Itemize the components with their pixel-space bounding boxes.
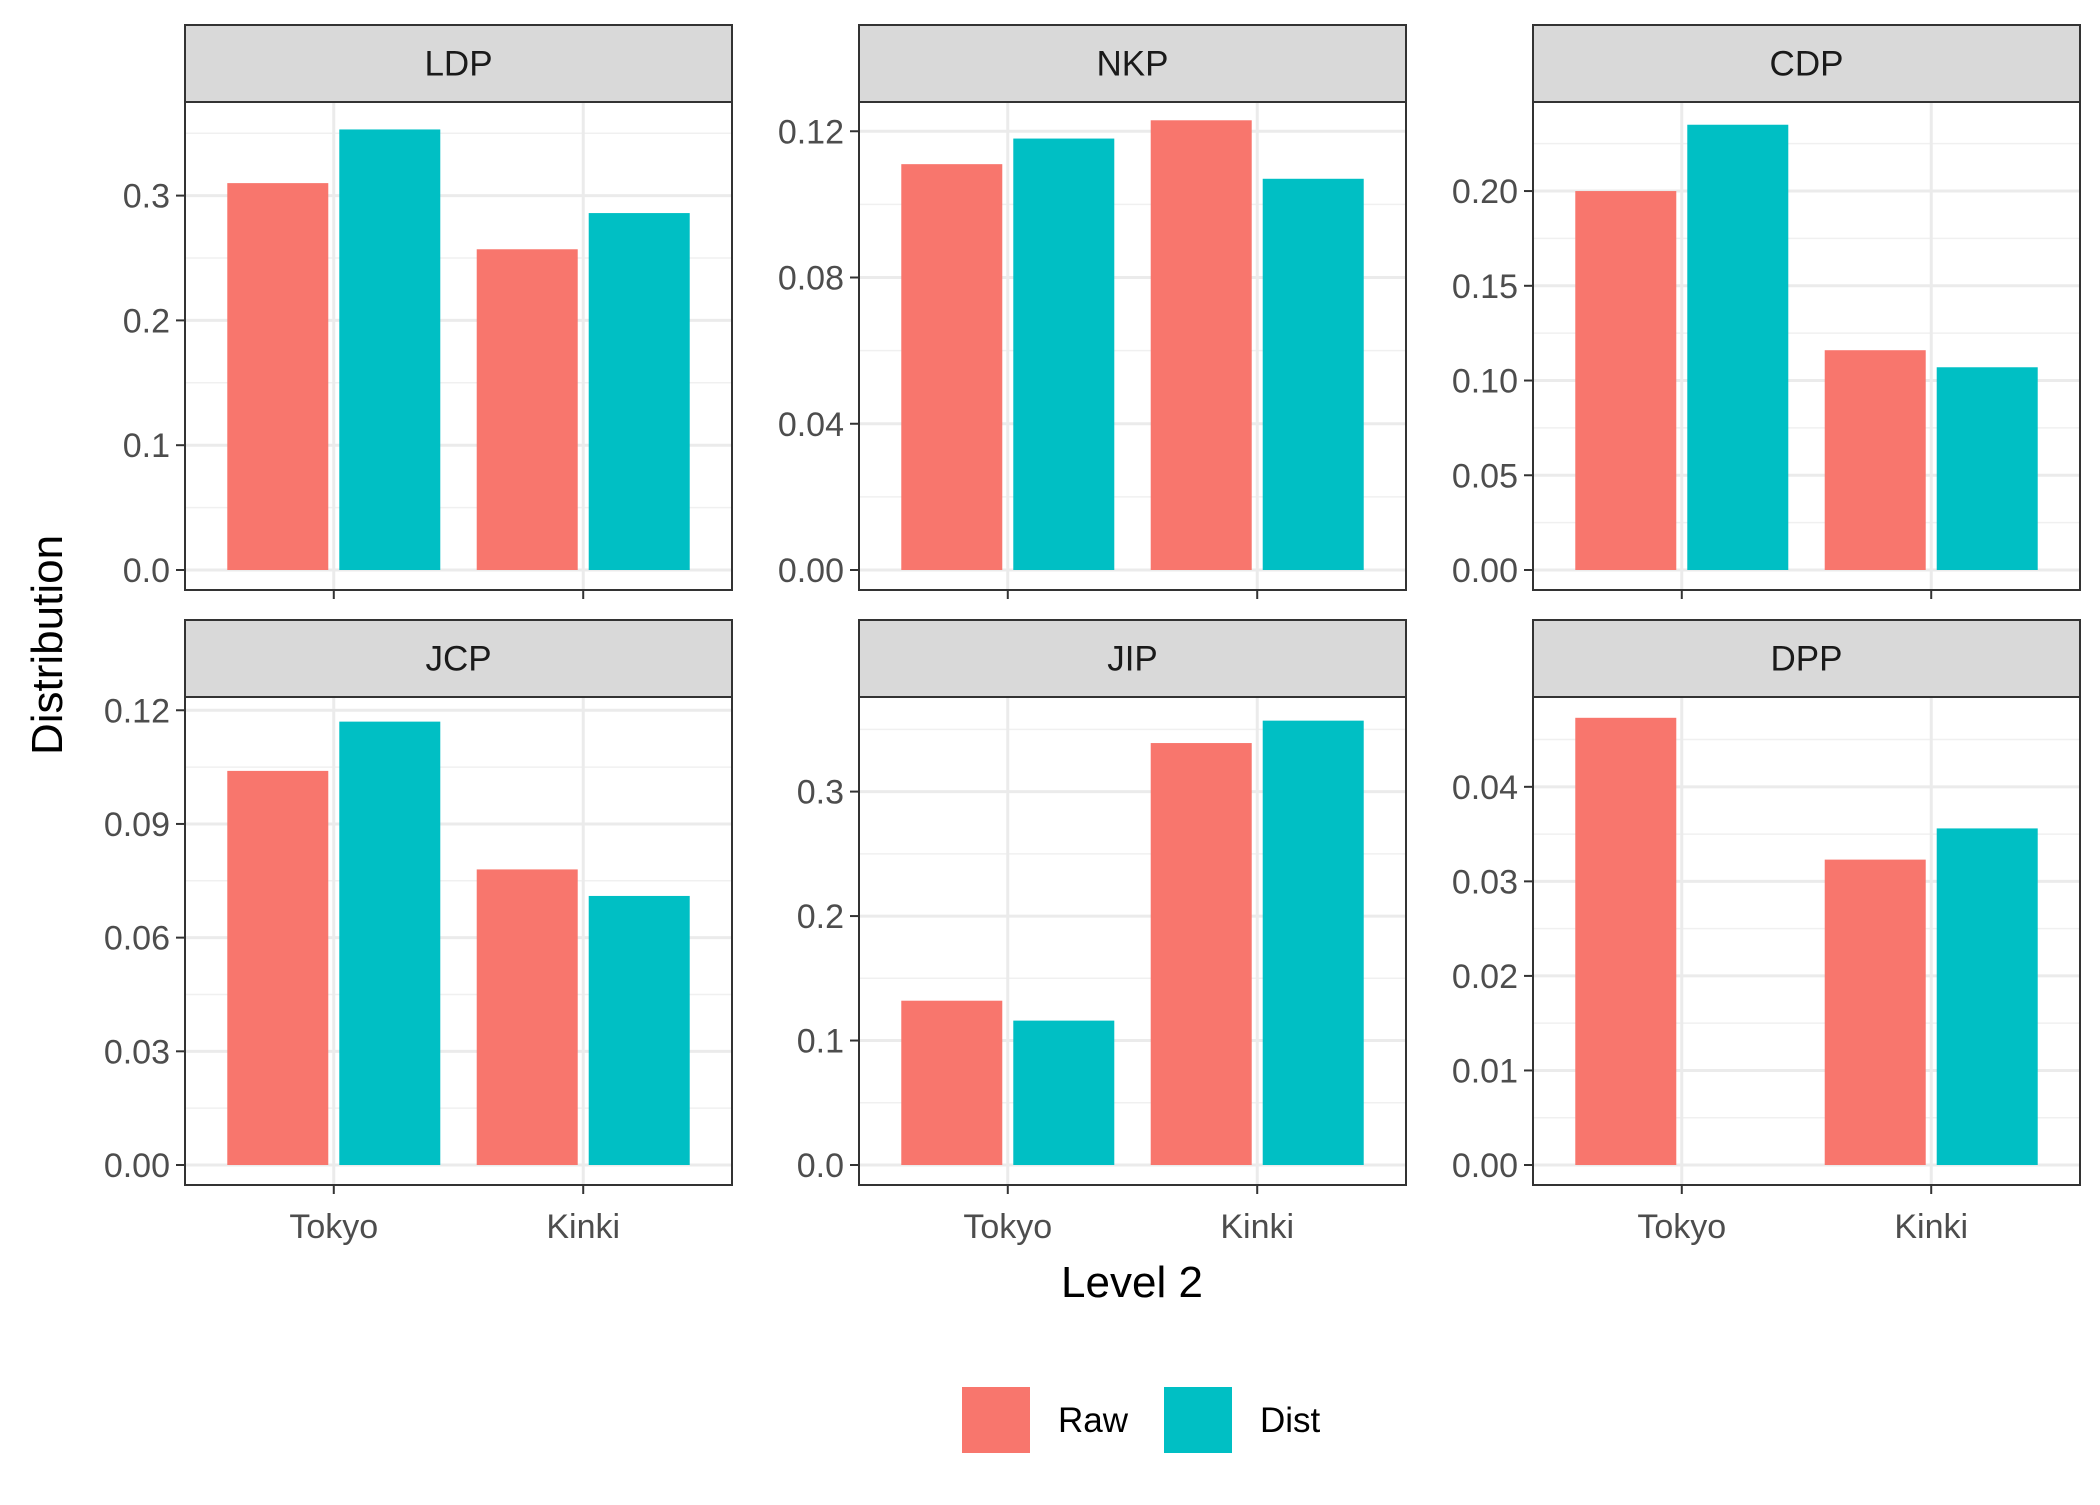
bar-dist-tokyo: [1013, 1020, 1115, 1165]
panel-border: [858, 101, 1407, 591]
y-tick-label: 0.06: [104, 920, 170, 958]
bar-raw-tokyo: [227, 183, 329, 570]
y-axis-title: Distribution: [23, 535, 72, 755]
bar-raw-tokyo: [901, 164, 1003, 570]
x-tick-label: Tokyo: [289, 1208, 378, 1246]
y-tick-label: 0.0: [123, 552, 170, 590]
y-tick-label: 0.00: [1452, 1147, 1518, 1185]
bar-raw-kinki: [476, 869, 578, 1165]
panel-ldp: LDP 0.0 0.1 0.2 0.3: [123, 24, 733, 599]
y-tick-label: 0.0: [797, 1147, 844, 1185]
y-tick-label: 0.2: [797, 898, 844, 936]
panel-border: [1532, 101, 2081, 591]
bar-dist-tokyo: [339, 129, 441, 570]
legend-label-dist: Dist: [1260, 1401, 1321, 1440]
bar-dist-kinki: [1936, 828, 2038, 1165]
y-tick-label: 0.04: [1452, 769, 1518, 807]
panel-border: [858, 696, 1407, 1186]
legend-key-dist: [1164, 1387, 1232, 1453]
y-tick-label: 0.3: [797, 774, 844, 812]
y-tick-label: 0.1: [123, 427, 170, 465]
y-tick-label: 0.05: [1452, 457, 1518, 495]
bar-dist-kinki: [1262, 178, 1364, 570]
bar-raw-kinki: [1150, 743, 1252, 1165]
y-tick-label: 0.10: [1452, 363, 1518, 401]
panel-jcp: JCP 0.00 0.03 0.06 0.09 0.12 Tokyo Kinki: [104, 619, 733, 1246]
panel-cdp: CDP 0.00 0.05 0.10 0.15 0.20: [1452, 24, 2081, 599]
facet-title: LDP: [424, 45, 492, 84]
bar-dist-tokyo: [339, 721, 441, 1165]
legend: Raw Dist: [962, 1387, 1321, 1453]
y-tick-label: 0.00: [778, 552, 844, 590]
bar-raw-kinki: [1824, 859, 1926, 1165]
y-tick-label: 0.04: [778, 406, 844, 444]
panel-nkp: NKP 0.00 0.04 0.08 0.12: [778, 24, 1407, 599]
legend-key-raw: [962, 1387, 1030, 1453]
bar-raw-tokyo: [901, 1000, 1003, 1165]
bar-dist-tokyo: [1687, 124, 1789, 570]
facet-title: DPP: [1771, 640, 1843, 679]
y-tick-label: 0.20: [1452, 173, 1518, 211]
y-tick-label: 0.12: [778, 113, 844, 151]
y-tick-label: 0.08: [778, 260, 844, 298]
facet-strip: [858, 619, 1407, 698]
panel-jip: JIP 0.0 0.1 0.2 0.3 Tokyo Kinki: [797, 619, 1407, 1246]
bar-raw-tokyo: [227, 770, 329, 1165]
y-tick-label: 0.03: [1452, 863, 1518, 901]
bar-raw-kinki: [1150, 120, 1252, 570]
bar-raw-kinki: [1824, 350, 1926, 570]
y-tick-label: 0.15: [1452, 268, 1518, 306]
panel-border: [184, 696, 733, 1186]
facet-strip: [184, 619, 733, 698]
panel-dpp: DPP 0.00 0.01 0.02 0.03 0.04 Tokyo Kinki: [1452, 619, 2081, 1246]
bar-dist-tokyo: [1013, 138, 1115, 570]
y-tick-label: 0.12: [104, 692, 170, 730]
facet-title: CDP: [1770, 45, 1844, 84]
x-tick-label: Kinki: [546, 1208, 620, 1246]
facet-title: NKP: [1097, 45, 1169, 84]
bar-raw-tokyo: [1575, 191, 1677, 571]
panel-border: [1532, 696, 2081, 1186]
facet-strip: [1532, 24, 2081, 103]
bar-raw-tokyo: [1575, 717, 1677, 1165]
x-tick-label: Tokyo: [963, 1208, 1052, 1246]
x-axis-title: Level 2: [1061, 1258, 1203, 1307]
facet-title: JIP: [1107, 640, 1158, 679]
y-tick-label: 0.2: [123, 302, 170, 340]
x-tick-label: Kinki: [1894, 1208, 1968, 1246]
bar-dist-kinki: [588, 895, 690, 1165]
y-tick-label: 0.02: [1452, 958, 1518, 996]
legend-label-raw: Raw: [1058, 1401, 1129, 1440]
y-tick-label: 0.3: [123, 178, 170, 216]
y-tick-label: 0.00: [1452, 552, 1518, 590]
facet-strip: [184, 24, 733, 103]
y-tick-label: 0.01: [1452, 1052, 1518, 1090]
bar-raw-kinki: [476, 249, 578, 570]
panel-border: [184, 101, 733, 591]
bar-dist-kinki: [588, 213, 690, 570]
x-tick-label: Tokyo: [1637, 1208, 1726, 1246]
bar-dist-kinki: [1936, 367, 2038, 570]
facet-title: JCP: [425, 640, 491, 679]
y-tick-label: 0.09: [104, 806, 170, 844]
y-tick-label: 0.03: [104, 1033, 170, 1071]
bar-dist-kinki: [1262, 720, 1364, 1165]
y-tick-label: 0.1: [797, 1023, 844, 1061]
x-tick-label: Kinki: [1220, 1208, 1294, 1246]
y-tick-label: 0.00: [104, 1147, 170, 1185]
